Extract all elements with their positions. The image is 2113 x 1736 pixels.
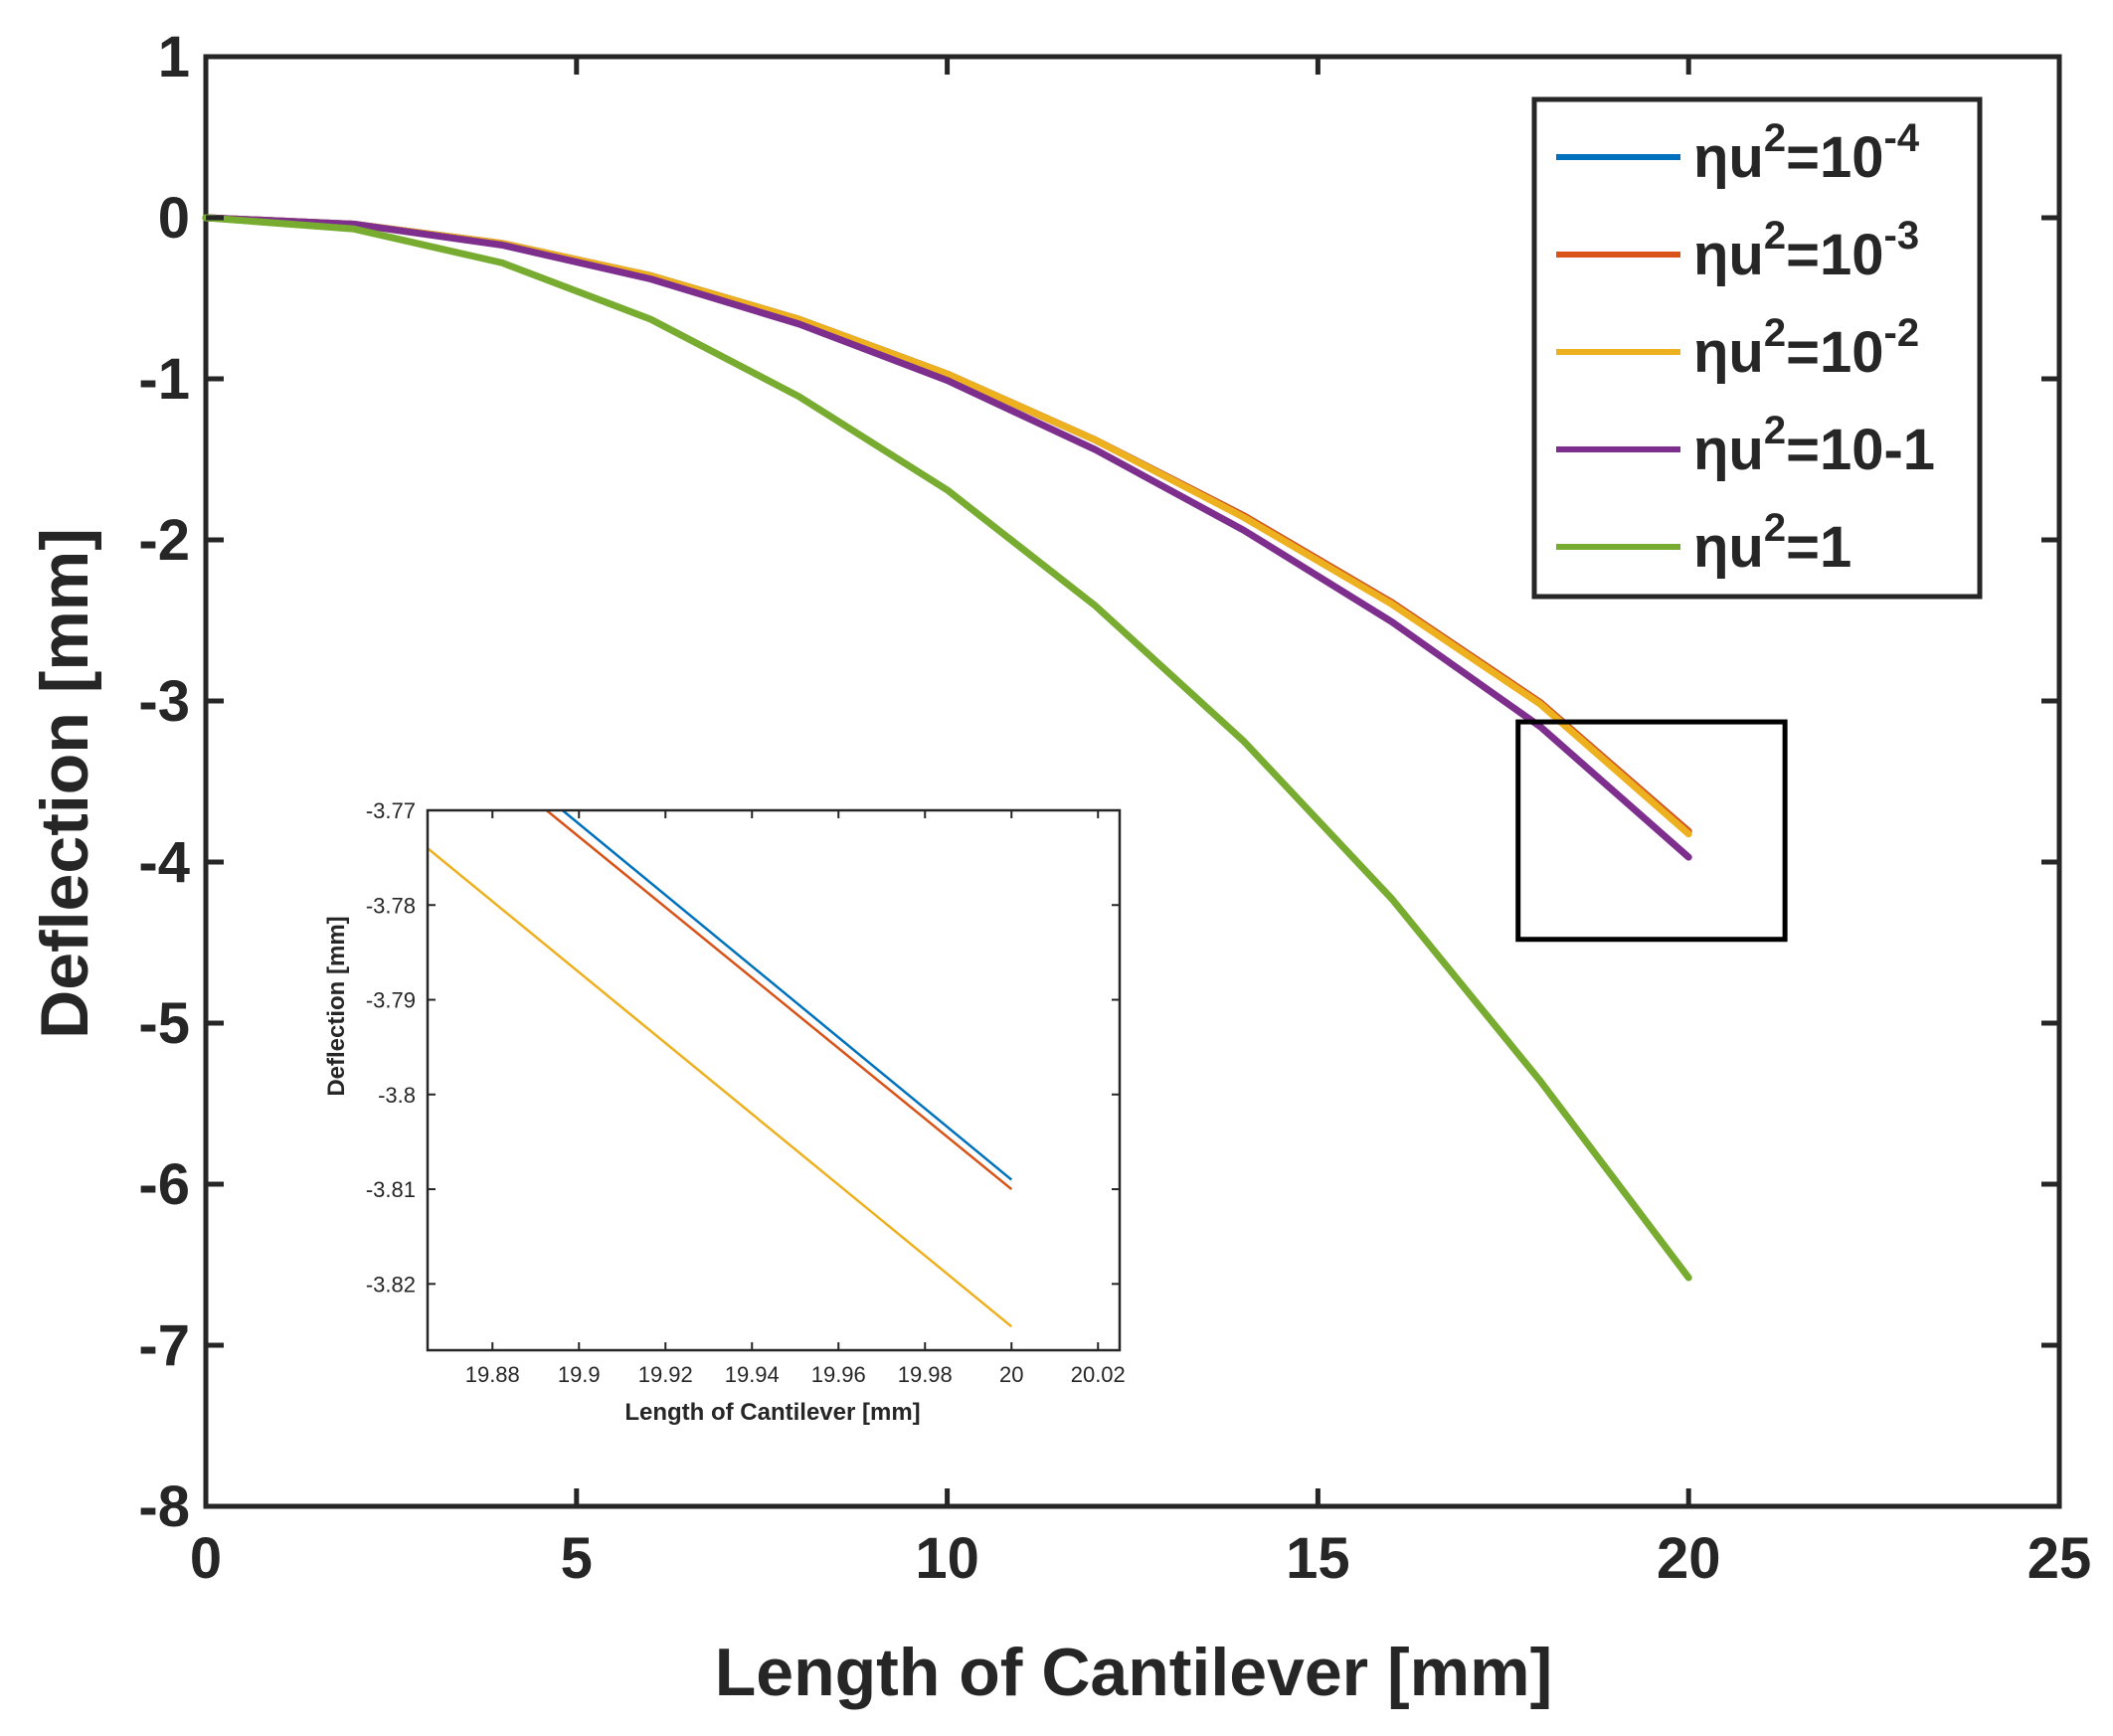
- main-x-tick-label: 20: [1657, 1526, 1721, 1591]
- legend-label-2: ηu2=10-3: [1693, 214, 1919, 287]
- main-y-tick-label: -6: [138, 1152, 190, 1217]
- inset-x-tick-label: 19.88: [465, 1362, 520, 1387]
- inset-curves: [427, 809, 1013, 1328]
- main-series-line-3: [202, 214, 1692, 838]
- main-series-line-4: [202, 214, 1692, 861]
- inset-x-tick-label: 20.02: [1071, 1362, 1126, 1387]
- inset-series-line-3: [427, 847, 1013, 1328]
- main-x-axis-label: Length of Cantilever [mm]: [715, 1635, 1553, 1710]
- main-y-axis-label: Deflection [mm]: [27, 528, 102, 1039]
- inset-plot-frame: [426, 808, 1122, 1352]
- main-x-tick-label: 5: [561, 1526, 593, 1591]
- inset-x-tick-label: 19.92: [638, 1362, 693, 1387]
- inset-y-tick-label: -3.8: [378, 1083, 416, 1108]
- main-y-tick-label: -2: [138, 508, 190, 573]
- legend-label-4: ηu2=10-1: [1693, 409, 1935, 482]
- legend: ηu2=10-4 ηu2=10-3 ηu2=10-2 ηu2=10-1 ηu2=1: [1531, 96, 1983, 600]
- main-y-tick-label: -4: [138, 830, 190, 895]
- inset-x-tick-label: 20: [999, 1362, 1023, 1387]
- main-y-tick-label: -1: [138, 347, 190, 412]
- inset-x-tick-label: 19.98: [898, 1362, 953, 1387]
- main-y-tick-label: 1: [158, 25, 190, 89]
- main-x-tick-label: 15: [1286, 1526, 1350, 1591]
- inset-y-tick-label: -3.81: [366, 1177, 416, 1202]
- main-y-tick-label: -3: [138, 669, 190, 734]
- inset-series-line-1: [561, 809, 1013, 1181]
- main-y-tick-label: 0: [158, 186, 190, 251]
- inset-x-axis-label: Length of Cantilever [mm]: [624, 1399, 920, 1426]
- inset-x-tick-label: 19.9: [558, 1362, 601, 1387]
- main-x-tick-label: 25: [2027, 1526, 2092, 1591]
- main-y-tick-label: -7: [138, 1313, 190, 1378]
- main-x-tick-label: 0: [190, 1526, 222, 1591]
- inset-y-axis-label: Deflection [mm]: [323, 916, 350, 1096]
- legend-label-5: ηu2=1: [1693, 506, 1851, 580]
- main-x-tick-label: 10: [915, 1526, 979, 1591]
- main-y-tick-label: -5: [138, 991, 190, 1056]
- inset-x-tick-label: 19.94: [725, 1362, 780, 1387]
- main-series-line-1: [202, 214, 1692, 835]
- legend-label-1: ηu2=10-4: [1693, 116, 1920, 190]
- inset-y-tick-label: -3.78: [366, 893, 416, 918]
- main-curves: [202, 214, 1692, 1282]
- main-plot-frame: [203, 54, 2062, 1509]
- legend-entries: ηu2=10-4 ηu2=10-3 ηu2=10-2 ηu2=10-1 ηu2=1: [1556, 116, 1935, 580]
- inset-plot: 19.88 19.9 19.92 19.94 19.96 19.98 20 20.02 -3.7…: [323, 798, 1126, 1426]
- legend-label-3: ηu2=10-2: [1693, 311, 1919, 385]
- inset-y-tick-label: -3.82: [366, 1272, 416, 1297]
- main-series-line-5: [202, 214, 1692, 1282]
- inset-ticks: 19.88 19.9 19.92 19.94 19.96 19.98 20 20.02 -3.7…: [366, 798, 1126, 1387]
- inset-x-tick-label: 19.96: [811, 1362, 866, 1387]
- legend-box: [1531, 96, 1983, 600]
- main-series-line-2: [202, 214, 1692, 835]
- inset-y-tick-label: -3.77: [366, 798, 416, 823]
- inset-series-line-2: [545, 809, 1013, 1191]
- inset-plot-background: [428, 810, 1120, 1350]
- main-y-tick-label: -8: [138, 1475, 190, 1539]
- inset-y-tick-label: -3.79: [366, 988, 416, 1013]
- zoom-region-box: [1515, 719, 1788, 943]
